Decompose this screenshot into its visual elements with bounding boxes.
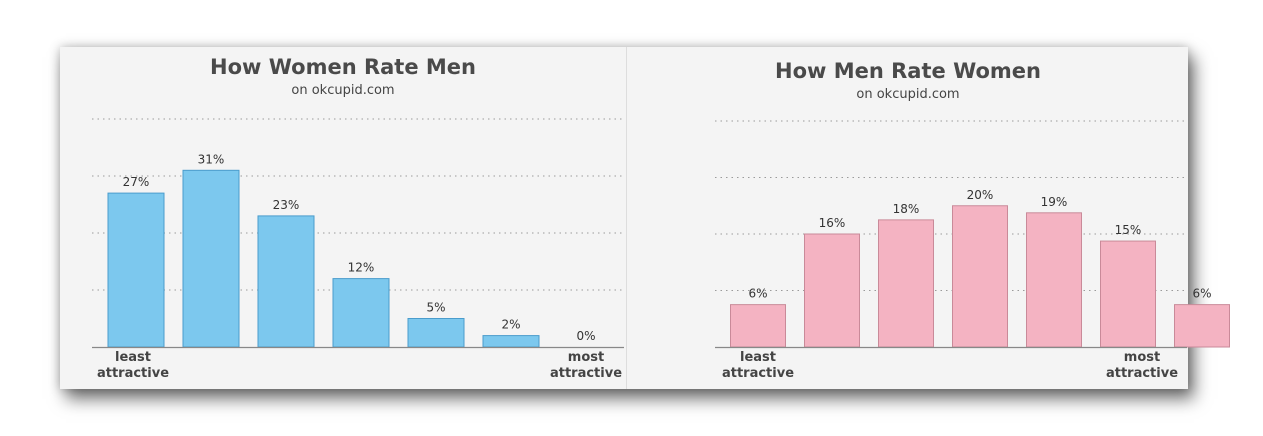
x-end-label-least-line2: attractive: [721, 366, 795, 381]
x-end-label-most-line2: attractive: [549, 366, 623, 381]
bar-5: [407, 318, 465, 348]
bar-5: [1026, 212, 1082, 348]
chart-subtitle: on okcupid.com: [856, 87, 960, 102]
bar-7: [1174, 304, 1230, 348]
bar-value-label-5: 5%: [426, 301, 445, 315]
bar-2: [804, 233, 860, 348]
bar-value-label-7: 6%: [1192, 287, 1211, 301]
bar-6: [482, 335, 540, 348]
bar-plot-men-rate-women: 6% 16% 18% 20% 19% 15% 6%: [715, 120, 1230, 349]
women-rate-men-panel: How Women Rate Men on okcupid.com 27% 31%…: [60, 47, 626, 389]
bar-value-label-3: 23%: [273, 198, 300, 212]
chart-title: How Women Rate Men: [210, 55, 476, 79]
bar-1: [730, 304, 786, 348]
chart-subtitle: on okcupid.com: [291, 83, 395, 98]
bar-4: [952, 205, 1008, 348]
x-end-label-most-line1: most: [1123, 350, 1161, 365]
bar-4: [332, 278, 390, 348]
x-end-label-most: most attractive: [538, 350, 634, 382]
bar-1: [107, 192, 165, 348]
chart-title: How Men Rate Women: [775, 59, 1041, 83]
x-end-label-least-line1: least: [115, 350, 151, 365]
chart-card: How Women Rate Men on okcupid.com 27% 31%…: [60, 47, 1230, 389]
x-end-label-least-line1: least: [740, 350, 776, 365]
bar-3: [878, 219, 934, 348]
bar-value-label-2: 31%: [198, 152, 225, 166]
x-end-label-most-line1: most: [567, 350, 605, 365]
bar-plot-women-rate-men: 27% 31% 23% 12% 5% 2% 0%: [92, 118, 624, 349]
bar-value-label-5: 19%: [1041, 195, 1068, 209]
bar-value-label-7: 0%: [576, 329, 595, 343]
x-end-label-most-line2: attractive: [1105, 366, 1179, 381]
bar-2: [182, 169, 240, 348]
bar-value-label-2: 16%: [819, 216, 846, 230]
x-end-label-least-line2: attractive: [96, 366, 170, 381]
men-rate-women-panel: How Men Rate Women on okcupid.com 6% 16% 1…: [626, 47, 1230, 389]
bar-value-label-6: 2%: [501, 318, 520, 332]
bar-value-label-3: 18%: [893, 202, 920, 216]
x-end-label-most: most attractive: [1099, 350, 1185, 382]
bar-value-label-4: 12%: [348, 261, 375, 275]
x-end-label-least: least attractive: [711, 350, 805, 382]
bar-value-label-1: 27%: [123, 175, 150, 189]
bar-value-label-4: 20%: [967, 188, 994, 202]
bar-6: [1100, 240, 1156, 348]
bar-value-label-6: 15%: [1115, 223, 1142, 237]
bar-value-label-1: 6%: [748, 287, 767, 301]
bar-3: [257, 215, 315, 348]
x-end-label-least: least attractive: [86, 350, 180, 382]
